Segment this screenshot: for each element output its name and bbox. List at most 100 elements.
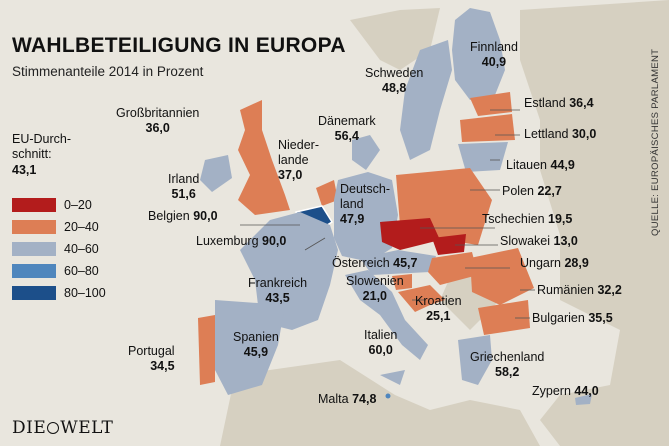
label-slowenien: Slowenien 21,0 — [346, 274, 404, 304]
country-tschechien — [380, 218, 440, 250]
country-niederlande — [316, 180, 338, 206]
country-zypern — [575, 394, 592, 405]
legend-average-label-1: EU-Durch- — [12, 132, 72, 146]
country-malta — [385, 393, 391, 399]
country-slowenien — [392, 274, 412, 290]
map-title: WAHLBETEILIGUNG IN EUROPA — [12, 34, 346, 57]
label-value: 56,4 — [334, 129, 359, 143]
label-name-line1: Deutsch- — [340, 182, 391, 196]
label-schweden: Schweden 48,8 — [365, 66, 423, 96]
country-grossbritannien — [238, 100, 290, 215]
country-griechenland — [458, 335, 492, 385]
legend-range-label: 60–80 — [64, 264, 99, 278]
label-value: 58,2 — [495, 365, 520, 379]
label-litauen: Litauen 44,9 — [506, 158, 575, 173]
publisher-logo: DIE WELT — [12, 418, 113, 438]
label-finnland: Finnland 40,9 — [470, 40, 518, 70]
label-value: 30,0 — [571, 127, 597, 141]
country-italien — [345, 270, 428, 360]
legend-range-label: 80–100 — [64, 286, 106, 300]
label-value: 90,0 — [193, 209, 218, 223]
country-irland — [200, 155, 232, 192]
country-daenemark — [352, 135, 380, 170]
label-name: Kroatien — [415, 294, 462, 308]
label-name: Zypern — [532, 384, 571, 398]
label-value: 44,9 — [550, 158, 575, 172]
label-value: 90,0 — [262, 234, 287, 248]
legend-item: 20–40 — [12, 218, 162, 236]
source-note: QUELLE: EUROPÄISCHES PARLAMENT — [650, 48, 661, 236]
label-value: 45,9 — [243, 345, 269, 359]
legend: EU-Durch- schnitt: 43,1 0–20 20–40 40–60… — [12, 132, 106, 300]
label-polen: Polen 22,7 — [502, 184, 562, 199]
label-value: 60,0 — [368, 343, 393, 357]
label-name: Großbritannien — [116, 106, 200, 120]
label-value: 21,0 — [362, 289, 388, 303]
country-litauen — [458, 142, 508, 172]
label-value: 48,8 — [382, 81, 407, 95]
label-name: Rumänien — [537, 283, 594, 297]
label-value: 36,4 — [569, 96, 594, 110]
country-frankreich — [240, 212, 338, 330]
label-ungarn: Ungarn 28,9 — [520, 256, 589, 271]
legend-item: 60–80 — [12, 262, 162, 280]
label-value: 35,5 — [588, 311, 613, 325]
country-portugal — [198, 315, 215, 385]
country-rumaenien — [470, 248, 534, 305]
label-value: 13,0 — [553, 234, 578, 248]
non-eu-land-norway — [350, 8, 440, 70]
label-estland: Estland 36,4 — [524, 96, 594, 111]
label-frankreich: Frankreich 43,5 — [248, 276, 307, 306]
label-name-line2: land — [340, 197, 364, 211]
label-name-line1: Nieder- — [278, 138, 319, 152]
label-daenemark: Dänemark 56,4 — [318, 114, 376, 144]
label-value: 40,9 — [481, 55, 507, 69]
country-ungarn — [428, 252, 478, 285]
label-name: Frankreich — [248, 276, 308, 290]
leader-line-luxemburg — [304, 237, 326, 251]
label-value: 47,9 — [340, 212, 365, 226]
label-name: Österreich — [332, 256, 390, 270]
label-niederlande: Nieder-lande 37,0 — [278, 138, 319, 183]
legend-item: 40–60 — [12, 240, 162, 258]
label-name: Portugal — [128, 344, 175, 358]
label-name: Irland — [168, 172, 200, 186]
label-name: Litauen — [506, 158, 548, 172]
label-name: Finnland — [470, 40, 518, 54]
label-malta: Malta 74,8 — [318, 392, 376, 407]
label-oesterreich: Österreich 45,7 — [332, 256, 417, 271]
label-value: 44,0 — [574, 384, 599, 398]
map-subtitle: Stimmenanteile 2014 in Prozent — [12, 64, 204, 79]
country-finnland — [452, 8, 505, 100]
legend-average-value: 43,1 — [12, 163, 37, 177]
label-griechenland: Griechenland 58,2 — [470, 350, 544, 380]
label-name: Dänemark — [318, 114, 376, 128]
legend-range-label: 20–40 — [64, 220, 99, 234]
label-name: Bulgarien — [532, 311, 585, 325]
label-value: 34,5 — [150, 359, 175, 373]
label-name: Polen — [502, 184, 534, 198]
label-lettland: Lettland 30,0 — [524, 127, 596, 142]
label-name: Belgien — [148, 209, 190, 223]
label-tschechien: Tschechien 19,5 — [482, 212, 572, 227]
label-deutschland: Deutsch-land 47,9 — [340, 182, 390, 227]
label-value: 37,0 — [278, 168, 303, 182]
label-value: 25,1 — [426, 309, 451, 323]
country-spanien — [215, 300, 285, 395]
country-oesterreich — [360, 250, 436, 275]
label-value: 51,6 — [171, 187, 196, 201]
legend-average-label-2: schnitt: — [12, 147, 52, 161]
legend-swatch — [12, 242, 56, 256]
logo-right-text: WELT — [60, 418, 114, 438]
label-value: 22,7 — [537, 184, 562, 198]
label-name: Estland — [524, 96, 566, 110]
label-name: Luxemburg — [196, 234, 259, 248]
label-value: 28,9 — [564, 256, 589, 270]
label-italien: Italien 60,0 — [364, 328, 397, 358]
label-name: Griechenland — [470, 350, 545, 364]
non-eu-land-east — [520, 0, 669, 446]
label-name-line2: lande — [278, 153, 309, 167]
label-bulgarien: Bulgarien 35,5 — [532, 311, 613, 326]
country-schweden — [400, 40, 452, 160]
